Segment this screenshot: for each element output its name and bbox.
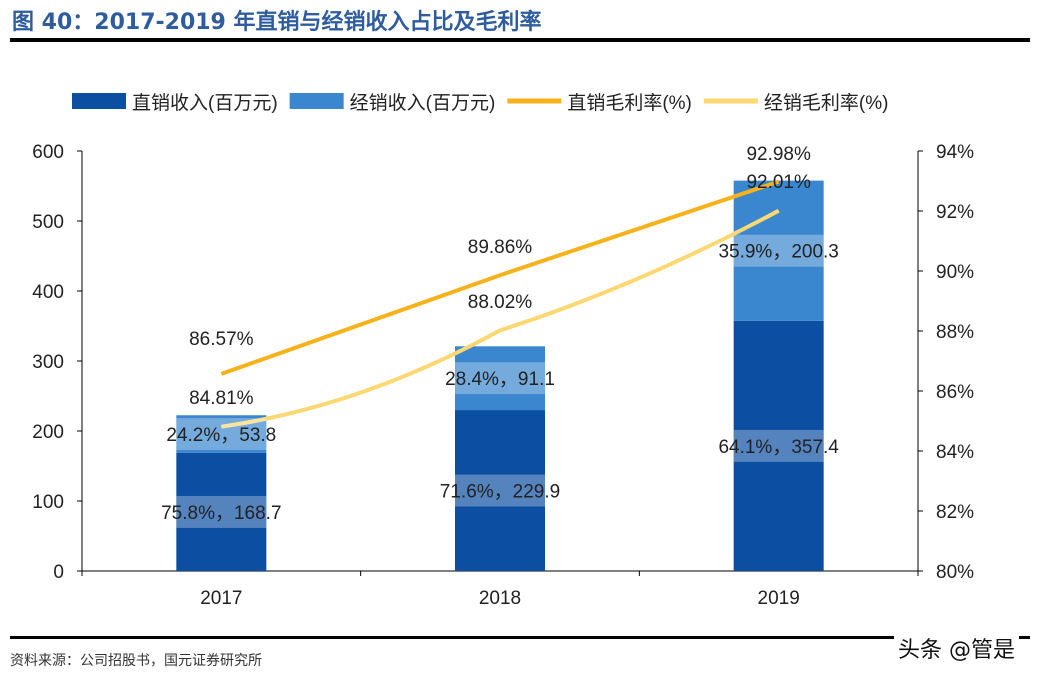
line-data-label: 86.57% [189, 329, 254, 350]
line-data-label: 92.01% [746, 172, 811, 193]
legend-label: 经销毛利率(%) [764, 92, 889, 114]
bar-data-label: 64.1%，357.4 [718, 437, 839, 458]
line-distribution-margin [221, 208, 780, 429]
bar-direct [733, 320, 824, 571]
bar-direct [176, 452, 267, 571]
bottom-rule [10, 636, 1030, 639]
bar-distribution [455, 346, 545, 411]
y2-tick-label: 82% [936, 502, 974, 523]
y-tick-label: 500 [32, 212, 64, 233]
top-rule [10, 38, 1030, 42]
y2-tick-label: 92% [936, 202, 974, 223]
legend-label: 直销收入(百万元) [132, 92, 278, 114]
x-tick-label: 2019 [758, 588, 800, 609]
label-background [733, 234, 824, 267]
bar-data-label: 71.6%，229.9 [440, 482, 560, 503]
line-data-label: 89.86% [468, 237, 533, 258]
y-tick-label: 300 [32, 352, 64, 373]
label-background [455, 474, 545, 507]
line-data-label: 92.98% [746, 144, 811, 165]
y2-tick-label: 80% [936, 562, 974, 583]
bar-data-label: 75.8%，168.7 [161, 503, 281, 524]
y-tick-label: 600 [32, 142, 64, 163]
y-tick-label: 400 [32, 282, 64, 303]
watermark: 头条 @管是 [894, 632, 1019, 664]
y-tick-label: 0 [53, 562, 64, 583]
legend-label: 直销毛利率(%) [567, 92, 692, 114]
figure-title: 图 40：2017-2019 年直销与经销收入占比及毛利率 [12, 10, 542, 35]
y2-tick-label: 90% [936, 262, 974, 283]
label-background [455, 362, 545, 395]
legend-swatch [289, 93, 344, 109]
y2-tick-label: 88% [936, 322, 974, 343]
line-data-label: 84.81% [189, 388, 254, 409]
label-background [733, 429, 824, 462]
x-tick-label: 2017 [200, 588, 242, 609]
y-tick-label: 200 [32, 422, 64, 443]
x-tick-label: 2018 [479, 588, 521, 609]
bar-data-label: 24.2%，53.8 [166, 425, 276, 446]
line-data-label: 88.02% [468, 292, 533, 313]
label-background [176, 418, 267, 451]
source-note: 资料来源：公司招股书，国元证券研究所 [10, 653, 262, 669]
chart: 0 100 200 300 400 500 600 80% 82% 84% 86% 88% 90% 92%… [32, 92, 974, 609]
y-tick-label: 100 [32, 492, 64, 513]
y2-tick-label: 86% [936, 382, 974, 403]
y2-tick-label: 94% [936, 142, 974, 163]
y2-tick-label: 84% [936, 442, 974, 463]
bar-direct [455, 410, 545, 571]
line-direct-margin [220, 179, 780, 376]
label-background [176, 495, 267, 528]
legend-label: 经销收入(百万元) [350, 92, 496, 114]
bar-data-label: 28.4%，91.1 [445, 369, 555, 390]
bar-distribution [733, 180, 824, 321]
bar-data-label: 35.9%，200.3 [718, 242, 838, 263]
legend-swatch [72, 93, 126, 109]
